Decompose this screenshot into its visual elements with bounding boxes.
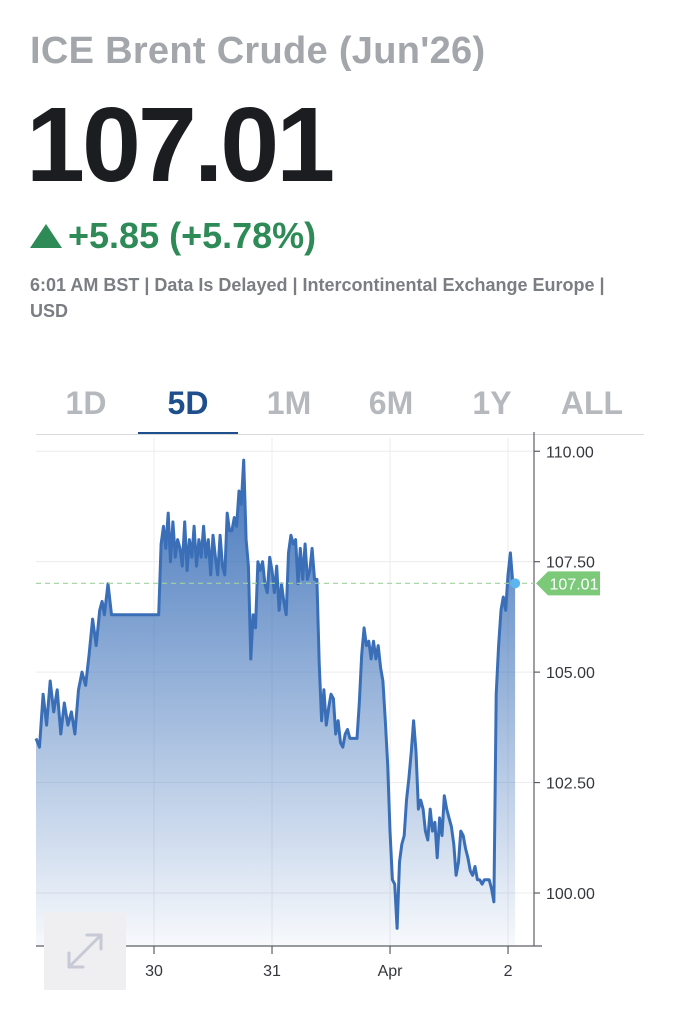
tabs-divider bbox=[36, 434, 644, 435]
y-tick-label: 102.50 bbox=[546, 776, 595, 793]
price-change-value: +5.85 (+5.78%) bbox=[68, 215, 317, 256]
quote-meta: 6:01 AM BST | Data Is Delayed | Intercon… bbox=[30, 275, 605, 321]
tab-all[interactable]: ALL bbox=[560, 385, 624, 421]
last-price-tag bbox=[536, 571, 600, 596]
y-tick-label: 107.50 bbox=[546, 555, 595, 572]
expand-chart-button[interactable] bbox=[44, 912, 126, 990]
instrument-title: ICE Brent Crude (Jun'26) bbox=[30, 30, 486, 72]
tab-6m[interactable]: 6M bbox=[368, 385, 414, 421]
y-tick-label: 110.00 bbox=[546, 444, 594, 461]
tab-1m[interactable]: 1M bbox=[266, 385, 312, 421]
price-line bbox=[34, 458, 516, 930]
triangle-up-icon bbox=[30, 224, 62, 248]
last-point-marker bbox=[510, 578, 521, 589]
x-tick-label: 30 bbox=[145, 963, 163, 980]
tab-1y[interactable]: 1Y bbox=[472, 385, 512, 421]
last-price: 107.01 bbox=[26, 86, 335, 204]
expand-icon bbox=[67, 933, 103, 969]
tab-1d[interactable]: 1D bbox=[65, 385, 107, 421]
price-change: +5.85 (+5.78%) bbox=[30, 215, 316, 257]
price-area bbox=[36, 460, 516, 946]
x-tick-label: Apr bbox=[378, 963, 404, 980]
x-tick-label: 2 bbox=[504, 963, 513, 980]
y-tick-label: 100.00 bbox=[546, 886, 595, 903]
range-tabs: 1D 5D 1M 6M 1Y ALL bbox=[36, 378, 644, 436]
x-tick-label: 31 bbox=[263, 963, 281, 980]
price-chart[interactable]: 110.00 107.50 105.00 102.50 100.00 30 31 Apr 2 10… bbox=[0, 430, 680, 990]
last-price-tag-label: 107.01 bbox=[550, 576, 599, 593]
y-tick-label: 105.00 bbox=[546, 665, 595, 682]
tab-5d[interactable]: 5D bbox=[138, 378, 238, 434]
